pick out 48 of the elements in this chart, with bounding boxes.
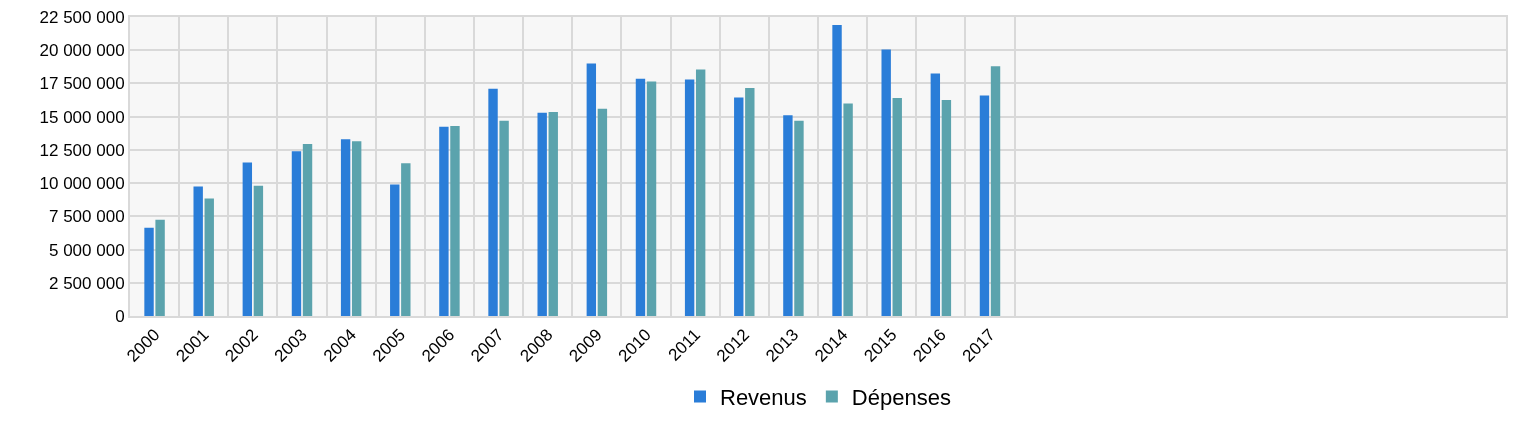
bar xyxy=(340,139,351,316)
y-tick-label: 22 500 000 xyxy=(39,7,125,27)
bar xyxy=(450,125,460,316)
bar xyxy=(488,88,498,316)
bar xyxy=(242,162,253,316)
y-tick-label: 15 000 000 xyxy=(39,107,125,127)
bar xyxy=(990,66,1001,316)
legend-label: Revenus xyxy=(720,385,807,411)
bar xyxy=(439,126,449,316)
bar xyxy=(291,151,302,316)
bar xyxy=(390,184,400,316)
bar xyxy=(302,143,313,316)
y-tick-label: 7 500 000 xyxy=(48,207,125,227)
bar xyxy=(684,79,695,316)
bar xyxy=(843,103,853,316)
bar xyxy=(351,141,362,316)
bar xyxy=(930,73,941,316)
bar xyxy=(695,69,706,316)
y-tick-label: 5 000 000 xyxy=(48,240,125,260)
bar xyxy=(144,227,154,316)
bar xyxy=(832,24,842,316)
y-tick-label: 2 500 000 xyxy=(48,273,125,293)
bar xyxy=(193,186,203,316)
bar xyxy=(892,98,902,316)
bar xyxy=(597,108,608,316)
bar xyxy=(646,81,657,316)
y-tick-label: 12 500 000 xyxy=(39,140,125,160)
bar xyxy=(745,88,755,316)
bar xyxy=(635,78,646,316)
y-tick-label: 20 000 000 xyxy=(39,41,125,61)
bar xyxy=(794,120,804,316)
bar xyxy=(881,49,891,316)
y-tick-label: 17 500 000 xyxy=(39,74,125,94)
bar xyxy=(401,163,411,316)
bar xyxy=(586,63,597,316)
legend-label: Dépenses xyxy=(851,385,951,411)
bar xyxy=(734,97,744,316)
y-tick-label: 0 xyxy=(115,306,125,326)
y-tick-label: 10 000 000 xyxy=(39,174,125,194)
bar xyxy=(253,185,264,316)
bar xyxy=(548,112,558,316)
bar xyxy=(979,95,990,316)
bar xyxy=(204,198,214,316)
bar xyxy=(783,115,793,316)
bar xyxy=(941,100,952,316)
bar xyxy=(537,112,547,316)
bar xyxy=(155,219,165,316)
bar xyxy=(499,120,509,316)
